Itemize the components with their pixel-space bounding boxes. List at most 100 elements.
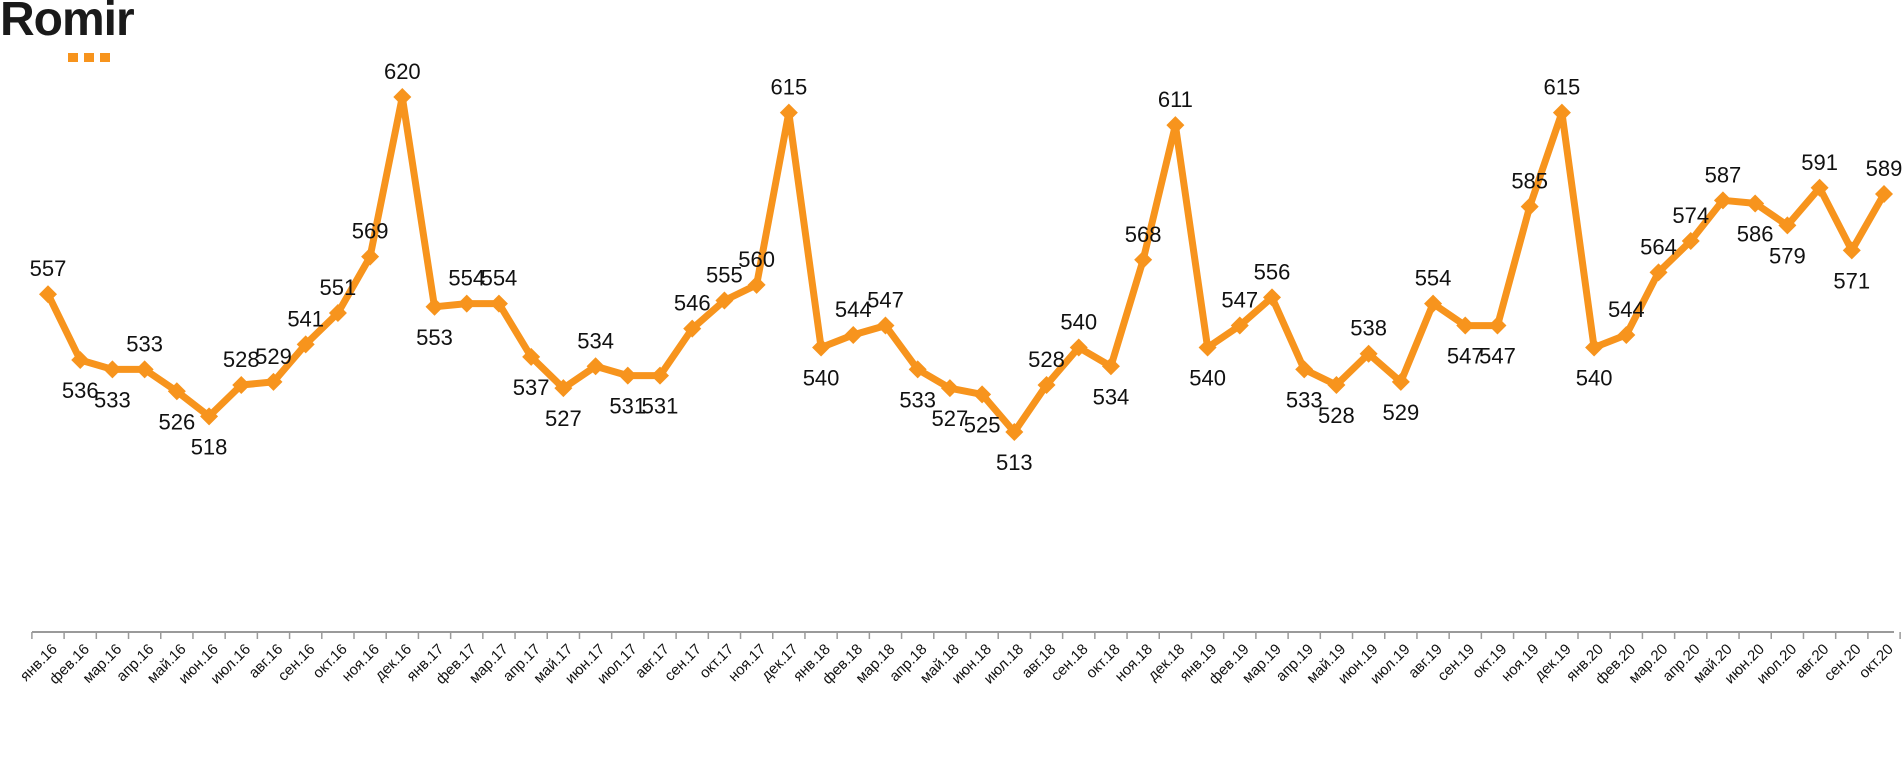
data-point-marker [1520,197,1539,216]
series-line [44,93,1888,436]
data-label: 585 [1511,169,1548,194]
tick-label-group: янв.16фев.16мар.16апр.16май.16июн.16июл.… [17,641,1897,688]
data-point-marker [1617,325,1636,344]
data-point-marker [1166,116,1185,135]
data-point-marker [1005,423,1024,441]
data-point-marker [973,385,992,404]
data-label: 540 [803,365,840,390]
data-label: 615 [770,75,807,100]
data-point-marker [425,297,444,316]
data-label: 541 [287,306,324,331]
x-axis [31,631,1901,639]
data-label: 544 [1608,297,1645,322]
data-label: 533 [126,331,163,356]
data-point-marker [522,347,541,366]
data-point-marker [586,357,605,376]
data-label: 587 [1705,162,1742,187]
data-point-marker [1327,376,1346,395]
data-point-marker [489,294,508,313]
data-point-marker [1359,344,1378,363]
data-label: 513 [996,450,1033,475]
data-point-marker [1585,338,1604,357]
data-label: 527 [545,406,582,431]
data-label: 551 [320,275,357,300]
data-label: 531 [609,394,646,419]
data-point-marker [554,379,573,398]
data-label: 528 [223,347,260,372]
data-label: 531 [642,394,679,419]
data-point-marker [908,360,927,379]
data-label: 555 [706,263,743,288]
data-label: 586 [1737,221,1774,246]
x-tick-label: сен.16 [275,641,319,685]
data-label: 536 [62,378,99,403]
data-label: 547 [867,288,904,313]
data-point-marker [618,366,637,385]
x-tick-label: сен.17 [661,641,705,685]
data-point-marker [457,294,476,313]
data-point-marker [1649,263,1668,282]
data-label: 526 [158,409,195,434]
data-label: 533 [899,387,936,412]
data-label: 544 [835,297,872,322]
data-point-marker [264,372,283,391]
data-point-marker [651,366,669,385]
data-point-marker [715,291,734,310]
data-point-marker [1198,338,1217,357]
data-point-marker [1134,250,1153,269]
data-point-marker [296,335,315,354]
data-label: 554 [481,266,518,291]
data-label: 538 [1350,316,1387,341]
data-label: 529 [255,344,292,369]
data-label: 547 [1221,288,1258,313]
data-point-marker [232,376,251,395]
data-point-marker [683,319,702,338]
data-point-marker [1778,216,1797,235]
data-label: 569 [352,219,389,244]
data-point-marker [135,360,154,379]
data-label: 528 [1028,347,1065,372]
data-point-marker [1713,191,1732,210]
data-point-marker [812,338,831,357]
data-point-marker [1230,316,1249,335]
data-label: 615 [1544,75,1581,100]
series-line-group [44,93,1888,436]
data-label: 620 [384,59,421,84]
data-point-marker [940,379,959,398]
x-tick-label: окт.20 [1856,641,1897,682]
data-label: 537 [513,375,550,400]
data-point-marker [361,247,380,266]
logo-dots [68,49,116,67]
data-label: 527 [932,406,969,431]
data-label: 540 [1576,365,1613,390]
data-point-marker [393,88,412,106]
data-point-marker [167,382,186,401]
data-label: 568 [1125,222,1162,247]
data-point-marker [71,350,90,369]
data-label: 554 [448,266,485,291]
data-point-marker [39,285,57,304]
romir-logo: Romir [0,0,170,62]
data-point-marker [1456,316,1475,335]
data-point-marker [200,407,219,426]
data-point-marker [328,304,347,323]
data-point-marker [1037,376,1056,395]
data-label: 564 [1640,234,1677,259]
data-point-marker [747,275,766,294]
x-tick-label: сен.19 [1434,641,1478,685]
data-label: 589 [1866,156,1902,181]
data-label: 560 [738,247,775,272]
data-point-marker [779,103,798,122]
data-point-marker [1875,185,1893,204]
data-point-marker [1746,194,1765,213]
data-label: 540 [1189,365,1226,390]
data-label: 533 [94,387,131,412]
data-label: 518 [191,434,228,459]
data-label: 547 [1479,344,1516,369]
data-label: 546 [674,291,711,316]
x-tick-label: сен.18 [1048,641,1092,685]
logo-dot [68,53,78,62]
data-point-marker [876,316,895,335]
data-label: 591 [1801,150,1838,175]
